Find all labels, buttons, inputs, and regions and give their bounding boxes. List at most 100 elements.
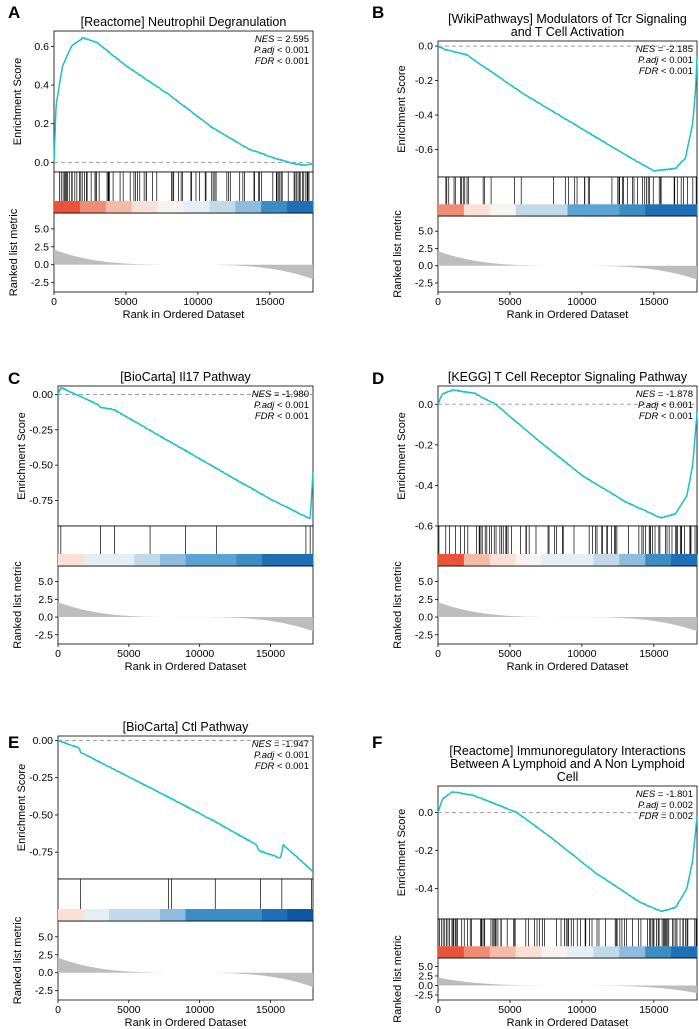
metric-frame: [437, 957, 698, 1001]
panel-d: D [KEGG] T Cell Receptor Signaling Pathwa…: [372, 369, 698, 673]
es-ytick-label: 0.00: [33, 735, 54, 747]
color-bar-segment: [134, 554, 161, 566]
color-bar-segment: [105, 201, 133, 213]
color-bar-segment: [236, 909, 263, 921]
metric-ytick-label: 2.5: [38, 594, 53, 606]
color-bar-segment: [593, 946, 620, 958]
color-bar-segment: [83, 909, 110, 921]
panel-a: A [Reactome] Neutrophil Degranulation 0.0 0…: [8, 3, 314, 321]
gene-hits: [437, 919, 698, 947]
panel-e: E[BioCarta] Ctl Pathway0.00-0.25-0.50-0.…: [8, 720, 314, 1029]
color-bar-segment: [463, 204, 491, 216]
color-bar-segment: [567, 554, 594, 566]
stat-line: NES = -1.947: [252, 739, 309, 750]
x-tick-label: 15000: [255, 296, 284, 308]
stat-line: P.adj < 0.001: [638, 55, 693, 66]
color-bar-segment: [58, 909, 84, 921]
es-axis-label: Enrichment Score: [16, 764, 28, 851]
metric-ytick-label: 5.0: [418, 961, 433, 973]
color-bar-segment: [131, 201, 158, 213]
ranked-metric-area: [438, 977, 697, 994]
color-bar-segment: [619, 946, 646, 958]
color-bar-segment: [109, 554, 135, 566]
es-curve: [57, 739, 314, 873]
ranked-metric-area: [58, 602, 313, 632]
es-ytick-label: 0.4: [34, 80, 49, 92]
es-ytick-label: -0.6: [415, 521, 433, 533]
metric-axis-label: Ranked list metric: [8, 208, 20, 296]
color-bar-segment: [489, 946, 517, 958]
color-bar-segment: [58, 554, 84, 566]
metric-axis-label: Ranked list metric: [392, 935, 404, 1023]
metric-ytick-label: 2.5: [418, 594, 433, 606]
color-bar-segment: [287, 909, 314, 921]
gene-hits: [80, 879, 312, 909]
metric-ytick-label: 0.0: [418, 980, 433, 992]
color-bar-segment: [489, 554, 517, 566]
x-tick-label: 5000: [117, 648, 141, 660]
color-bar-segment: [593, 554, 620, 566]
x-axis-label: Rank in Ordered Dataset: [507, 661, 629, 673]
x-axis-label: Rank in Ordered Dataset: [125, 1017, 247, 1029]
stat-line: FDR < 0.001: [639, 66, 693, 77]
color-bar-segment: [211, 554, 237, 566]
panel-letter: B: [372, 3, 384, 22]
panel-f: F [Reactome] Immunoregulatory Interaction…: [372, 733, 698, 1029]
es-ytick-label: -0.50: [29, 809, 53, 821]
panel-letter: F: [372, 733, 382, 752]
color-bar-segment: [79, 201, 107, 213]
metric-ytick-label: -2.5: [415, 629, 433, 641]
es-curve: [437, 791, 698, 913]
metric-frame: [437, 565, 698, 645]
color-bar-segment: [619, 554, 646, 566]
color-bar-segment: [541, 554, 568, 566]
es-ytick-label: -0.4: [415, 110, 433, 122]
metric-ytick-label: 2.5: [418, 970, 433, 982]
metric-ytick-label: 0.0: [418, 612, 433, 624]
stat-line: NES = -2.185: [636, 44, 693, 55]
es-ytick-label: 0.6: [34, 41, 49, 53]
stat-line: P.adj < 0.001: [254, 45, 309, 56]
x-tick-label: 15000: [639, 648, 668, 660]
color-bar-segment: [185, 909, 212, 921]
x-tick-label: 5000: [114, 296, 138, 308]
es-ytick-label: -0.2: [415, 845, 433, 857]
color-bar-segment: [515, 554, 542, 566]
es-axis-label: Enrichment Score: [12, 58, 24, 145]
x-tick-label: 10000: [185, 1004, 214, 1016]
metric-ytick-label: -2.5: [415, 990, 433, 1002]
es-axis-label: Enrichment Score: [396, 412, 408, 499]
panel-letter: E: [8, 733, 19, 752]
stat-line: NES = -1.980: [252, 389, 309, 400]
stat-line: P.adj = 0.002: [638, 800, 693, 811]
color-bar-segment: [567, 204, 594, 216]
metric-axis-label: Ranked list metric: [392, 210, 404, 298]
x-tick-label: 0: [55, 1004, 61, 1016]
panel-letter: A: [8, 3, 20, 22]
stat-line: FDR = 0.002: [639, 811, 693, 822]
ranked-metric-area: [438, 251, 697, 280]
color-bar-segment: [160, 909, 186, 921]
x-tick-label: 15000: [639, 1004, 668, 1016]
metric-ytick-label: 2.5: [38, 949, 53, 961]
color-bar-segment: [287, 554, 314, 566]
metric-ytick-label: -2.5: [31, 277, 49, 289]
x-tick-label: 5000: [498, 296, 522, 308]
color-bar-segment: [287, 201, 314, 213]
metric-frame: [437, 215, 698, 293]
es-ytick-label: 0.0: [418, 41, 433, 53]
x-tick-label: 0: [55, 648, 61, 660]
metric-axis-label: Ranked list metric: [392, 561, 404, 649]
metric-frame: [57, 565, 314, 645]
gene-hits: [438, 526, 698, 554]
chart-title-line: Cell: [557, 770, 579, 784]
es-axis-label: Enrichment Score: [16, 412, 28, 499]
panel-c: C [BioCarta] Il17 Pathway0.00-0.25-0.50-0…: [8, 369, 314, 673]
x-tick-label: 10000: [183, 296, 212, 308]
metric-ytick-label: 2.5: [418, 243, 433, 255]
color-bar-segment: [185, 554, 212, 566]
color-bar-segment: [645, 204, 672, 216]
metric-frame: [57, 920, 314, 1001]
stat-line: FDR < 0.001: [255, 56, 309, 67]
metric-axis-label: Ranked list metric: [12, 561, 24, 649]
